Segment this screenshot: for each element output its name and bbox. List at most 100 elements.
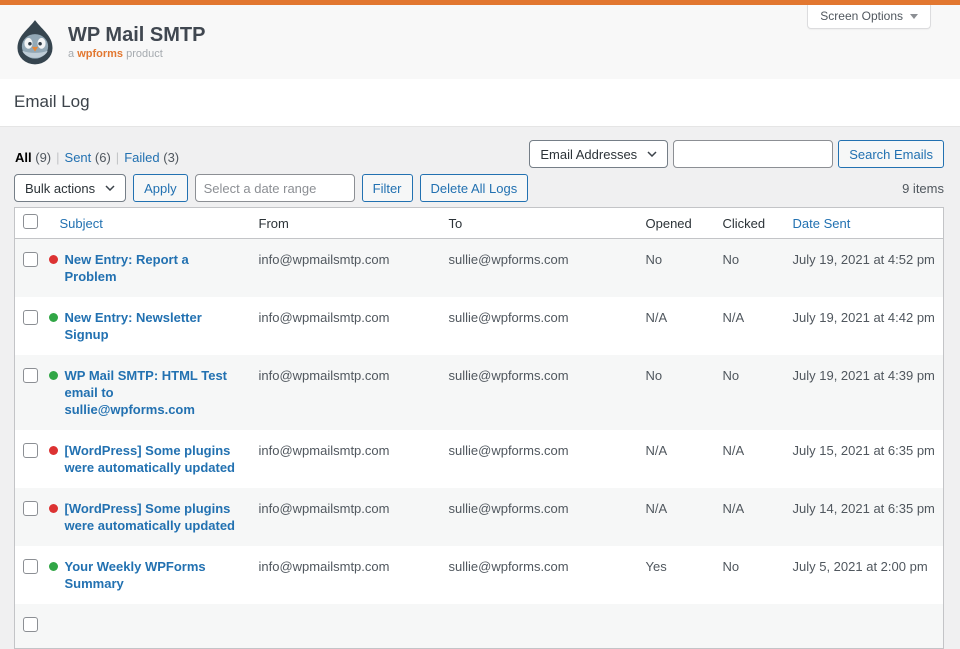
from-cell: info@wpmailsmtp.com: [258, 443, 390, 458]
to-cell: sullie@wpforms.com: [440, 355, 638, 430]
to-cell: sullie@wpforms.com: [448, 310, 569, 325]
plugin-tagline: a wpforms product: [68, 48, 205, 60]
column-header-clicked: Clicked: [714, 207, 785, 239]
column-header-subject[interactable]: Subject: [40, 207, 251, 239]
clicked-cell: N/A: [722, 310, 745, 325]
filter-sent-link[interactable]: Sent (6): [64, 150, 111, 165]
subject-link[interactable]: [WordPress] Some plugins were automatica…: [64, 501, 236, 533]
subject-link[interactable]: New Entry: Newsletter Signup: [64, 310, 202, 342]
from-cell: [250, 604, 441, 649]
to-cell: sullie@wpforms.com: [448, 559, 569, 574]
table-row: New Entry: Report a Problem info@wpmails…: [14, 238, 944, 297]
page-title: Email Log: [14, 92, 90, 111]
plugin-header: WP Mail SMTP a wpforms product: [0, 5, 960, 79]
tagline-suffix: product: [126, 48, 163, 60]
table-row: [WordPress] Some plugins were automatica…: [15, 430, 944, 488]
table-row: [14, 604, 944, 649]
clicked-cell: No: [714, 355, 785, 430]
to-cell: [440, 604, 638, 649]
clicked-cell: N/A: [722, 443, 745, 458]
date-sent-cell: July 19, 2021 at 4:42 pm: [792, 310, 935, 325]
row-checkbox[interactable]: [23, 501, 38, 516]
plugin-title-block: WP Mail SMTP a wpforms product: [68, 24, 205, 60]
subject-link[interactable]: Your Weekly WPForms Summary: [64, 559, 206, 591]
subject-link[interactable]: [WordPress] Some plugins were automatica…: [64, 443, 236, 475]
items-count: 9 items: [902, 181, 944, 196]
to-cell: sullie@wpforms.com: [440, 238, 638, 297]
date-sent-cell: July 19, 2021 at 4:52 pm: [784, 238, 944, 297]
column-header-opened: Opened: [637, 207, 715, 239]
opened-cell: N/A: [637, 488, 715, 546]
status-dot: [48, 371, 58, 380]
screen-options-label: Screen Options: [820, 9, 903, 23]
row-checkbox[interactable]: [23, 368, 38, 383]
opened-cell: N/A: [645, 443, 668, 458]
clicked-cell: No: [722, 559, 740, 574]
list-controls: All (9) | Sent (6) | Failed (3) Bulk actions…: [14, 140, 944, 202]
row-checkbox[interactable]: [23, 559, 38, 574]
opened-cell: [637, 604, 715, 649]
status-dot: [48, 255, 58, 264]
from-cell: info@wpmailsmtp.com: [258, 310, 390, 325]
opened-cell: Yes: [645, 559, 667, 574]
filter-failed-link[interactable]: Failed (3): [124, 150, 180, 165]
search-input[interactable]: [673, 140, 834, 168]
select-all-checkbox[interactable]: [23, 214, 38, 229]
status-dot: [48, 313, 58, 322]
subject-link[interactable]: New Entry: Report a Problem: [64, 252, 189, 284]
date-sent-cell: [784, 604, 944, 649]
controls-right: Email Addresses Search Emails 9 items: [529, 140, 944, 202]
filter-all-link[interactable]: All (9): [15, 150, 52, 165]
opened-cell: No: [637, 238, 715, 297]
page-title-bar: Email Log: [0, 79, 960, 127]
delete-all-logs-button[interactable]: Delete All Logs: [419, 174, 529, 202]
opened-cell: No: [637, 355, 715, 430]
bulk-actions-value: Bulk actions: [25, 180, 96, 196]
status-filter-links: All (9) | Sent (6) | Failed (3): [15, 150, 528, 166]
filter-button[interactable]: Filter: [361, 174, 413, 202]
row-checkbox[interactable]: [23, 617, 38, 632]
table-header-row: Subject From To Opened Clicked Date Sent: [14, 207, 944, 239]
table-row: New Entry: Newsletter Signup info@wpmail…: [15, 297, 944, 355]
row-checkbox[interactable]: [23, 310, 38, 325]
chevron-down-icon: [647, 151, 657, 157]
to-cell: sullie@wpforms.com: [440, 488, 638, 546]
from-cell: info@wpmailsmtp.com: [250, 238, 441, 297]
filter-separator: |: [115, 150, 120, 165]
content-area: All (9) | Sent (6) | Failed (3) Bulk actions…: [0, 140, 960, 649]
subject-link[interactable]: WP Mail SMTP: HTML Test email to sullie@…: [64, 368, 228, 417]
filter-separator: |: [56, 150, 60, 165]
wp-mail-smtp-pigeon-logo-icon: [17, 20, 53, 65]
search-emails-button[interactable]: Search Emails: [838, 140, 944, 168]
chevron-down-icon: [105, 185, 115, 191]
row-checkbox[interactable]: [23, 443, 38, 458]
search-row: Email Addresses Search Emails: [529, 140, 944, 168]
controls-left: All (9) | Sent (6) | Failed (3) Bulk actions…: [14, 140, 529, 202]
screen-options-toggle[interactable]: Screen Options: [807, 5, 931, 29]
bulk-actions-select[interactable]: Bulk actions: [14, 174, 127, 202]
tagline-prefix: a: [68, 48, 75, 60]
row-checkbox[interactable]: [23, 252, 38, 267]
to-cell: sullie@wpforms.com: [448, 443, 569, 458]
chevron-down-icon: [910, 13, 918, 19]
table-row: Your Weekly WPForms Summary info@wpmails…: [15, 546, 944, 604]
date-sent-cell: July 19, 2021 at 4:39 pm: [784, 355, 944, 430]
column-header-from: From: [250, 207, 441, 239]
status-dot: [48, 446, 58, 455]
clicked-cell: [714, 604, 785, 649]
search-field-value: Email Addresses: [540, 146, 638, 162]
search-field-select[interactable]: Email Addresses: [529, 140, 669, 168]
status-dot: [48, 562, 58, 571]
from-cell: info@wpmailsmtp.com: [258, 559, 390, 574]
apply-button[interactable]: Apply: [133, 174, 188, 202]
email-log-table: Subject From To Opened Clicked Date Sent…: [14, 207, 944, 649]
table-row: WP Mail SMTP: HTML Test email to sullie@…: [14, 355, 944, 430]
from-cell: info@wpmailsmtp.com: [250, 488, 441, 546]
column-header-date-sent[interactable]: Date Sent: [784, 207, 944, 239]
plugin-title: WP Mail SMTP: [68, 24, 206, 46]
status-dot: [48, 504, 58, 513]
date-sent-cell: July 5, 2021 at 2:00 pm: [792, 559, 928, 574]
date-range-input[interactable]: [194, 174, 355, 202]
column-header-to: To: [440, 207, 638, 239]
